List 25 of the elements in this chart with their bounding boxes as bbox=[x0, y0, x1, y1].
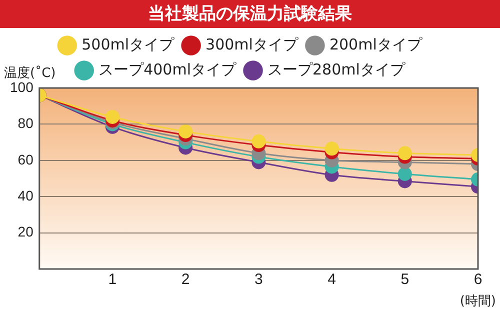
x-axis-title: (時間) bbox=[460, 294, 496, 309]
y-tick-label: 40 bbox=[18, 187, 34, 204]
legend-label: 500mlタイプ bbox=[82, 35, 176, 54]
point bbox=[398, 166, 412, 181]
point bbox=[398, 146, 412, 160]
x-tick-label: 2 bbox=[181, 271, 190, 288]
x-tick-label: 1 bbox=[108, 271, 117, 288]
point bbox=[105, 110, 120, 124]
x-tick-label: 4 bbox=[328, 271, 336, 288]
legend-label: スープ280mlタイプ bbox=[268, 60, 406, 78]
y-tick-label: 20 bbox=[18, 224, 34, 240]
x-tick-label: 3 bbox=[254, 271, 263, 288]
point bbox=[252, 134, 266, 148]
legend-label: 200mlタイプ bbox=[329, 35, 423, 54]
chart-title: 当社製品の保温力試験結果 bbox=[0, 0, 500, 28]
y-axis-title: 温度(˚C) bbox=[4, 64, 56, 81]
x-tick-label: 6 bbox=[474, 271, 482, 288]
x-tick-label: 5 bbox=[400, 271, 410, 288]
y-tick-label: 100 bbox=[10, 78, 34, 95]
y-tick-label: 80 bbox=[18, 115, 34, 132]
legend-label: 300mlタイプ bbox=[206, 35, 299, 54]
y-tick-label: 60 bbox=[18, 151, 34, 168]
point bbox=[324, 142, 339, 156]
legend-label: スープ400mlタイプ bbox=[98, 60, 237, 78]
point bbox=[178, 124, 193, 138]
